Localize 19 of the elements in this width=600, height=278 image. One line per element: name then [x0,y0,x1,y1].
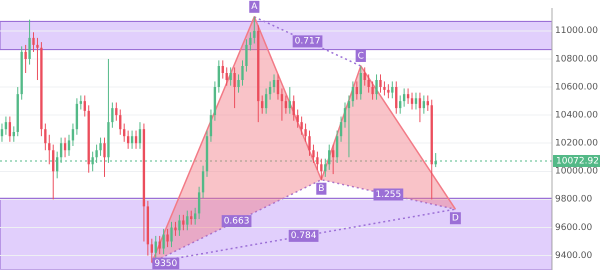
y-tick-label: 9800.00 [555,194,592,205]
data-label: 9350 [154,258,178,269]
data-label: D [452,214,459,224]
y-tick-label: 10800.00 [555,54,598,64]
y-tick-label: 9600.00 [555,222,592,233]
y-tick-label: 11000.00 [555,26,598,36]
y-tick-label: 10600.00 [555,82,598,92]
annotation: 0.784 [290,231,317,242]
y-tick-label: 10200.00 [555,138,598,149]
data-label: B [318,184,324,194]
y-tick-label: 9400.00 [555,250,592,261]
data-label: C [358,51,364,62]
ref-line-label: 10072.92 [556,156,599,166]
y-tick-label: 10400.00 [555,110,598,120]
data-label: A [251,2,258,12]
annotation: 0.663 [224,216,250,226]
annotation: 1.255 [375,190,402,200]
y-tick-label: 10000.00 [555,166,598,177]
annotation: 0.717 [294,36,320,47]
